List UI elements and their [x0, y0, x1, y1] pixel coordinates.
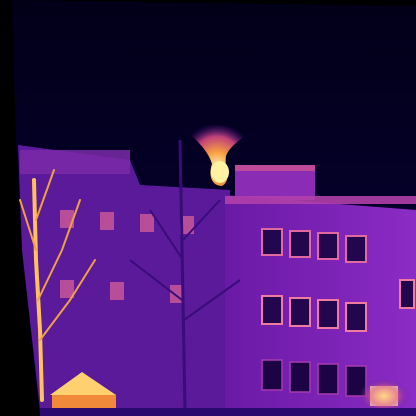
window: [60, 280, 74, 298]
tree-branch: [183, 279, 241, 321]
window: [289, 297, 311, 327]
window: [317, 299, 339, 329]
heat-plume: [184, 112, 250, 186]
tree-branch: [19, 199, 37, 251]
window: [261, 228, 283, 256]
window-row-1: [261, 228, 367, 263]
warm-glow: [358, 378, 410, 414]
warm-kiosk-body: [52, 395, 116, 410]
tree-branch: [129, 259, 183, 301]
left-building-windows: [60, 210, 194, 303]
ground: [40, 408, 416, 416]
rooftop-edge: [235, 165, 315, 171]
window: [180, 216, 194, 234]
tree-branch: [182, 199, 221, 241]
window: [110, 282, 124, 300]
window: [289, 230, 311, 258]
dark-tree: [129, 139, 241, 411]
tree-branch: [39, 259, 96, 341]
bare-tree: [19, 169, 96, 402]
window: [261, 295, 283, 325]
tree-branch: [35, 169, 55, 221]
tree-branch: [149, 209, 184, 261]
heat-plume-core: [211, 161, 229, 183]
window: [140, 214, 154, 232]
window: [317, 232, 339, 260]
tree-branch: [37, 199, 81, 301]
left-roof-band: [20, 150, 130, 174]
window-row-3: [261, 359, 367, 397]
tree-trunk: [178, 139, 187, 411]
window: [345, 235, 367, 263]
window: [345, 302, 367, 332]
facade-top-edge: [225, 196, 416, 204]
warm-kiosk-roof: [50, 372, 116, 395]
window: [317, 363, 339, 395]
window-row-2: [261, 279, 415, 332]
window: [100, 212, 114, 230]
window: [289, 361, 311, 393]
window: [399, 279, 415, 309]
window: [261, 359, 283, 391]
